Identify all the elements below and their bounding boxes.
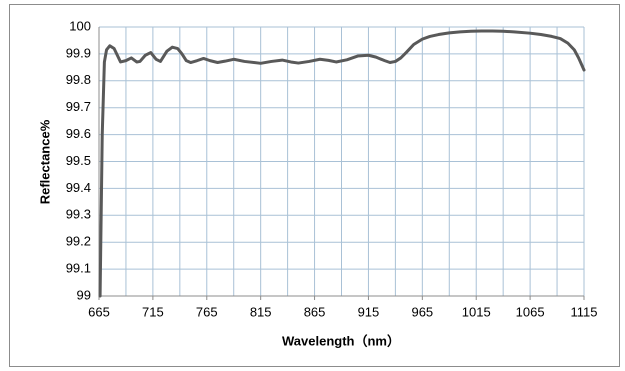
y-tick-label: 99.5 <box>66 153 91 168</box>
x-tick-label: 715 <box>142 304 164 319</box>
y-tick-label: 99.2 <box>66 234 91 249</box>
y-tick-label: 99 <box>77 287 91 302</box>
y-tick-label: 99.4 <box>66 180 91 195</box>
x-tick-label: 765 <box>196 304 218 319</box>
x-tick-label: 965 <box>411 304 433 319</box>
y-tick-label: 99.7 <box>66 99 91 114</box>
x-tick-label: 665 <box>88 304 110 319</box>
y-tick-label: 99.1 <box>66 261 91 276</box>
y-tick-label: 99.6 <box>66 126 91 141</box>
x-tick-label: 1015 <box>462 304 491 319</box>
y-tick-label: 99.8 <box>66 72 91 87</box>
x-axis-title: Wavelength（nm） <box>282 333 400 348</box>
y-tick-label: 99.3 <box>66 207 91 222</box>
x-tick-label: 1115 <box>571 304 598 319</box>
x-tick-label: 915 <box>358 304 380 319</box>
x-tick-label: 815 <box>250 304 272 319</box>
y-tick-label: 99.9 <box>66 45 91 60</box>
data-line <box>98 29 586 298</box>
x-tick-label: 865 <box>304 304 326 319</box>
grid: 99 99.1 99.2 99.3 99.4 99.5 99.6 99.7 99.8 99.9 10… <box>66 18 598 319</box>
y-axis-title: Reflectance% <box>37 119 52 204</box>
plot <box>98 29 586 298</box>
x-tick-label: 1065 <box>516 304 545 319</box>
y-tick-label: 100 <box>69 18 91 33</box>
